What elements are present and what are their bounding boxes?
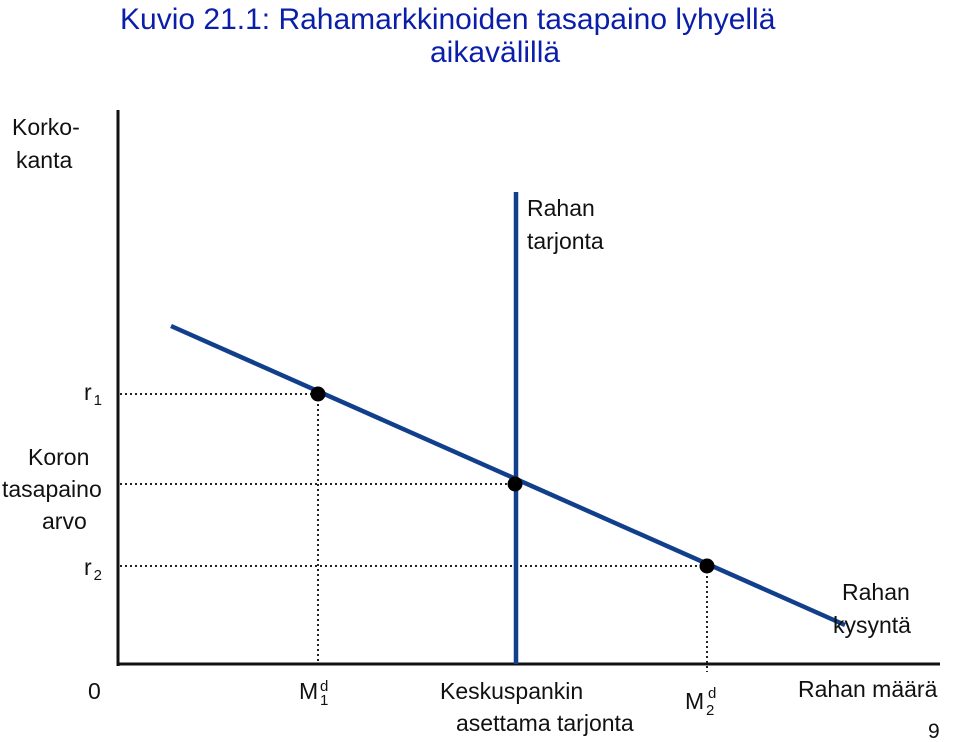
money-demand-line <box>170 323 846 628</box>
m1-superscript: d <box>320 678 328 695</box>
equilibrium-rate-label-line-3: arvo <box>42 508 87 534</box>
equilibrium-rate-label-line-2: tasapaino <box>2 476 102 502</box>
title-line-2: aikavälillä <box>430 36 560 69</box>
y-axis-label-line-1: Korko- <box>12 114 80 140</box>
origin-label: 0 <box>88 678 101 704</box>
m2-label: M <box>685 688 704 714</box>
equilibrium-point <box>507 476 523 492</box>
demand-label-line-1: Rahan <box>842 579 910 605</box>
m1-subscript: 1 <box>320 692 328 709</box>
point-r2-m2 <box>699 558 715 574</box>
title-line-1: Kuvio 21.1: Rahamarkkinoiden tasapaino l… <box>120 3 776 36</box>
point-r1-m1 <box>310 386 326 402</box>
equilibrium-rate-label-line-1: Koron <box>28 444 89 470</box>
demand-label-line-2: kysyntä <box>833 612 911 638</box>
page-number: 9 <box>928 720 940 742</box>
m2-superscript: d <box>708 685 716 702</box>
m1-label: M <box>299 678 318 704</box>
y-axis-label-line-2: kanta <box>16 147 72 173</box>
m2-subscript: 2 <box>706 702 714 719</box>
central-bank-label-line-2: asettama tarjonta <box>456 710 634 736</box>
central-bank-label-line-1: Keskuspankin <box>440 678 583 704</box>
supply-label-line-2: tarjonta <box>527 228 604 254</box>
x-axis-label: Rahan määrä <box>798 676 938 702</box>
supply-label-line-1: Rahan <box>527 195 595 221</box>
